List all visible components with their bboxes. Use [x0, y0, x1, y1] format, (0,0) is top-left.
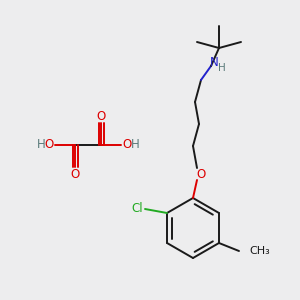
- Text: O: O: [196, 167, 206, 181]
- Text: H: H: [130, 139, 140, 152]
- Text: O: O: [96, 110, 106, 122]
- Text: H: H: [37, 139, 45, 152]
- Text: O: O: [44, 139, 54, 152]
- Text: N: N: [210, 56, 218, 70]
- Text: H: H: [218, 63, 226, 73]
- Text: O: O: [70, 167, 80, 181]
- Text: CH₃: CH₃: [249, 246, 270, 256]
- Text: O: O: [122, 139, 132, 152]
- Text: Cl: Cl: [131, 202, 143, 214]
